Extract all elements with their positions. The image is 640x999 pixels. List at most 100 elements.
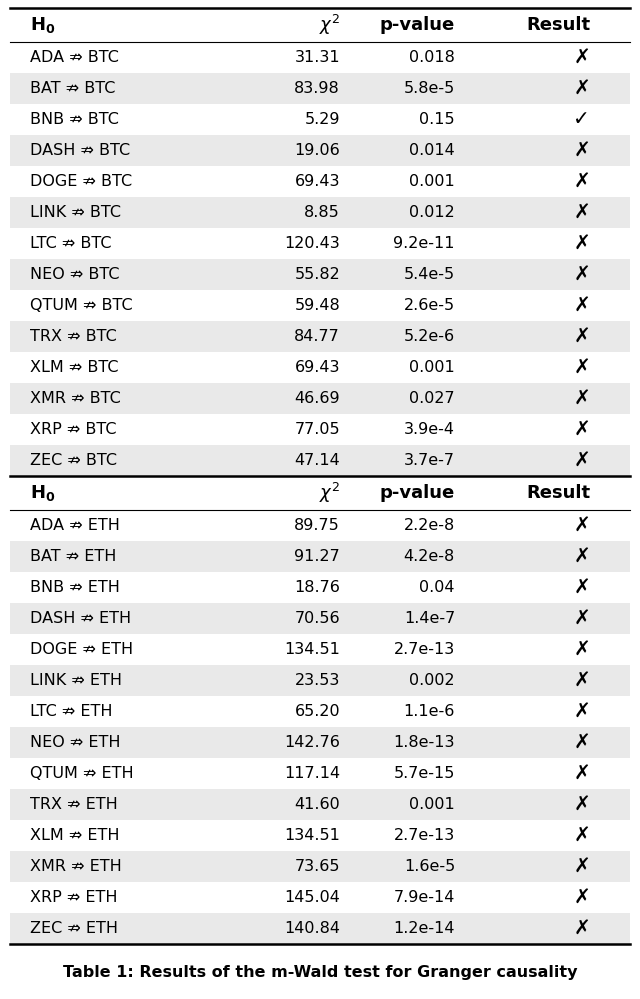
Bar xyxy=(10,8,630,42)
Text: LTC ⇏ BTC: LTC ⇏ BTC xyxy=(30,236,111,251)
Text: ✗: ✗ xyxy=(573,79,590,98)
Text: 41.60: 41.60 xyxy=(294,797,340,812)
Text: 70.56: 70.56 xyxy=(294,611,340,626)
Bar xyxy=(10,383,630,414)
Bar xyxy=(10,166,630,197)
Text: 0.018: 0.018 xyxy=(409,50,455,65)
Text: 5.4e-5: 5.4e-5 xyxy=(404,267,455,282)
Text: DASH ⇏ BTC: DASH ⇏ BTC xyxy=(30,143,130,158)
Text: 2.2e-8: 2.2e-8 xyxy=(404,518,455,533)
Text: 83.98: 83.98 xyxy=(294,81,340,96)
Text: ZEC ⇏ BTC: ZEC ⇏ BTC xyxy=(30,453,117,468)
Text: 7.9e-14: 7.9e-14 xyxy=(394,890,455,905)
Text: $\mathbf{H_0}$: $\mathbf{H_0}$ xyxy=(30,15,56,35)
Text: 69.43: 69.43 xyxy=(294,360,340,375)
Bar xyxy=(10,603,630,634)
Text: Result: Result xyxy=(526,16,590,34)
Text: 1.6e-5: 1.6e-5 xyxy=(404,859,455,874)
Text: 3.7e-7: 3.7e-7 xyxy=(404,453,455,468)
Text: 23.53: 23.53 xyxy=(294,673,340,688)
Text: 19.06: 19.06 xyxy=(294,143,340,158)
Text: 89.75: 89.75 xyxy=(294,518,340,533)
Bar xyxy=(10,789,630,820)
Text: XMR ⇏ ETH: XMR ⇏ ETH xyxy=(30,859,122,874)
Text: DASH ⇏ ETH: DASH ⇏ ETH xyxy=(30,611,131,626)
Text: 2.6e-5: 2.6e-5 xyxy=(404,298,455,313)
Text: ZEC ⇏ ETH: ZEC ⇏ ETH xyxy=(30,921,118,936)
Text: 91.27: 91.27 xyxy=(294,549,340,564)
Text: LTC ⇏ ETH: LTC ⇏ ETH xyxy=(30,704,113,719)
Bar xyxy=(10,414,630,445)
Text: XRP ⇏ BTC: XRP ⇏ BTC xyxy=(30,422,116,437)
Text: XMR ⇏ BTC: XMR ⇏ BTC xyxy=(30,391,121,406)
Text: 31.31: 31.31 xyxy=(294,50,340,65)
Text: ✗: ✗ xyxy=(573,141,590,160)
Text: 0.04: 0.04 xyxy=(419,580,455,595)
Bar xyxy=(10,445,630,476)
Text: ✗: ✗ xyxy=(573,265,590,284)
Text: ✗: ✗ xyxy=(573,234,590,253)
Text: ✗: ✗ xyxy=(573,327,590,346)
Text: 0.002: 0.002 xyxy=(410,673,455,688)
Text: 5.29: 5.29 xyxy=(305,112,340,127)
Text: 3.9e-4: 3.9e-4 xyxy=(404,422,455,437)
Text: 1.8e-13: 1.8e-13 xyxy=(394,735,455,750)
Text: 117.14: 117.14 xyxy=(284,766,340,781)
Text: 65.20: 65.20 xyxy=(294,704,340,719)
Text: ✗: ✗ xyxy=(573,203,590,222)
Bar xyxy=(10,665,630,696)
Bar xyxy=(10,135,630,166)
Text: 69.43: 69.43 xyxy=(294,174,340,189)
Text: ✗: ✗ xyxy=(573,578,590,597)
Text: 120.43: 120.43 xyxy=(284,236,340,251)
Text: 0.001: 0.001 xyxy=(409,797,455,812)
Text: 1.2e-14: 1.2e-14 xyxy=(394,921,455,936)
Bar xyxy=(10,851,630,882)
Text: 77.05: 77.05 xyxy=(294,422,340,437)
Text: 0.001: 0.001 xyxy=(409,174,455,189)
Text: ✗: ✗ xyxy=(573,547,590,566)
Text: ✗: ✗ xyxy=(573,48,590,67)
Text: QTUM ⇏ BTC: QTUM ⇏ BTC xyxy=(30,298,132,313)
Bar xyxy=(10,882,630,913)
Text: 9.2e-11: 9.2e-11 xyxy=(394,236,455,251)
Text: XRP ⇏ ETH: XRP ⇏ ETH xyxy=(30,890,118,905)
Bar xyxy=(10,321,630,352)
Text: 0.027: 0.027 xyxy=(410,391,455,406)
Bar xyxy=(10,73,630,104)
Text: 1.1e-6: 1.1e-6 xyxy=(404,704,455,719)
Text: Table 1: Results of the m-Wald test for Granger causality: Table 1: Results of the m-Wald test for … xyxy=(63,964,577,979)
Bar xyxy=(10,104,630,135)
Bar xyxy=(10,913,630,944)
Bar xyxy=(10,228,630,259)
Text: TRX ⇏ BTC: TRX ⇏ BTC xyxy=(30,329,116,344)
Text: 2.7e-13: 2.7e-13 xyxy=(394,828,455,843)
Text: ✗: ✗ xyxy=(573,451,590,470)
Text: 0.001: 0.001 xyxy=(409,360,455,375)
Text: 8.85: 8.85 xyxy=(304,205,340,220)
Text: ✗: ✗ xyxy=(573,857,590,876)
Text: 0.014: 0.014 xyxy=(409,143,455,158)
Text: p-value: p-value xyxy=(380,484,455,502)
Text: ✗: ✗ xyxy=(573,888,590,907)
Text: Result: Result xyxy=(526,484,590,502)
Text: ADA ⇏ ETH: ADA ⇏ ETH xyxy=(30,518,120,533)
Text: 142.76: 142.76 xyxy=(284,735,340,750)
Text: 18.76: 18.76 xyxy=(294,580,340,595)
Text: 140.84: 140.84 xyxy=(284,921,340,936)
Text: 134.51: 134.51 xyxy=(284,642,340,657)
Text: NEO ⇏ BTC: NEO ⇏ BTC xyxy=(30,267,120,282)
Text: BNB ⇏ ETH: BNB ⇏ ETH xyxy=(30,580,120,595)
Text: 84.77: 84.77 xyxy=(294,329,340,344)
Text: ✓: ✓ xyxy=(573,110,590,129)
Text: 4.2e-8: 4.2e-8 xyxy=(404,549,455,564)
Text: ✗: ✗ xyxy=(573,516,590,535)
Text: XLM ⇏ ETH: XLM ⇏ ETH xyxy=(30,828,120,843)
Text: 47.14: 47.14 xyxy=(294,453,340,468)
Text: 59.48: 59.48 xyxy=(294,298,340,313)
Text: DOGE ⇏ BTC: DOGE ⇏ BTC xyxy=(30,174,132,189)
Text: 5.7e-15: 5.7e-15 xyxy=(394,766,455,781)
Bar xyxy=(10,510,630,541)
Text: ✗: ✗ xyxy=(573,795,590,814)
Text: LINK ⇏ ETH: LINK ⇏ ETH xyxy=(30,673,122,688)
